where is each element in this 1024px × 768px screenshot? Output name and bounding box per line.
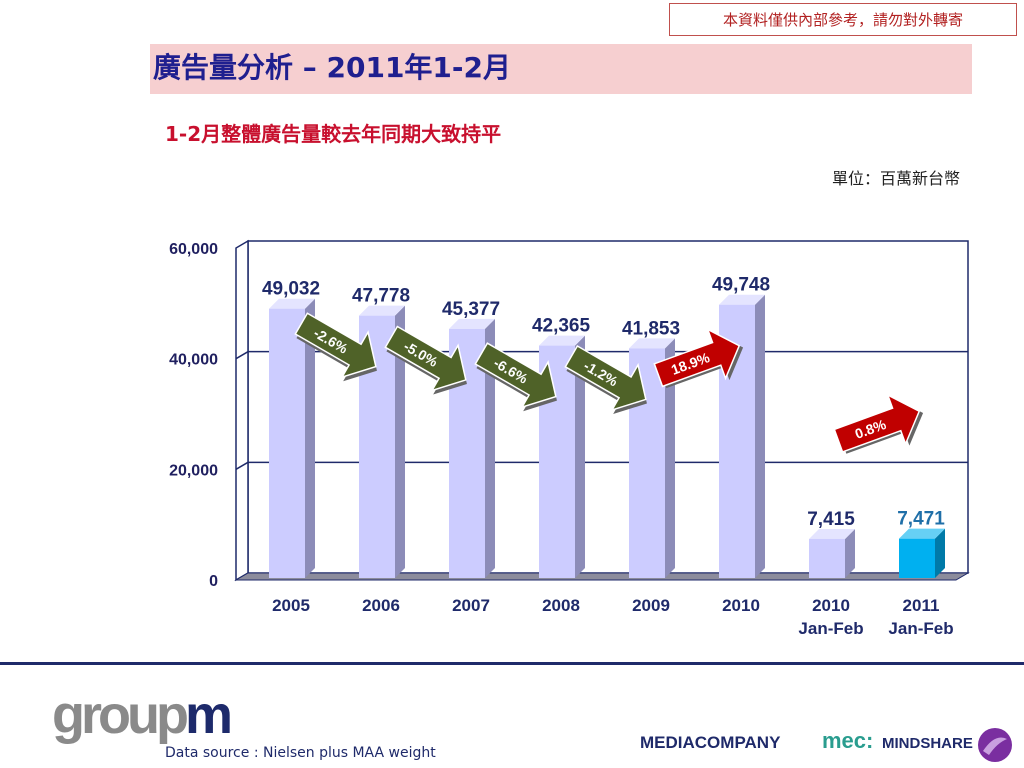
data-label: 41,853 (622, 318, 680, 339)
data-label: 42,365 (532, 316, 591, 337)
arrow-shape (564, 344, 647, 412)
x-tick-label: 2011 (903, 596, 940, 615)
y-tick-label: 0 (209, 573, 218, 590)
groupm-logo: groupm (52, 685, 233, 745)
bar-side (665, 338, 675, 578)
x-tick-label: 2006 (362, 596, 400, 615)
mediacompany-logo: MEDIACOMPANY (640, 733, 781, 752)
bar-chart: 0 20,000 40,000 60,000 49,032 2005 47,778 2006 4… (169, 239, 970, 638)
arrow-shape (294, 312, 377, 379)
data-label: 49,032 (262, 279, 320, 300)
mindshare-logo: MINDSHARE (882, 735, 973, 752)
bar-top (359, 305, 405, 316)
page-subtitle: 1-2月整體廣告量較去年同期大致持平 (165, 122, 502, 146)
bar-top (539, 335, 585, 346)
decrease-arrow-icon: -6.6% (474, 342, 557, 412)
gridline-side (235, 461, 249, 470)
data-label: 7,471 (897, 509, 945, 530)
bar-top (629, 338, 675, 349)
title-banner (150, 44, 972, 94)
bar (809, 538, 845, 578)
plot-side-wall (235, 239, 249, 582)
x-tick-label: 2009 (632, 596, 670, 615)
arrow-shape (384, 325, 467, 392)
groupm-logo-part-b: m (184, 685, 233, 745)
bar-side (755, 294, 765, 578)
internal-use-notice: 本資料僅供內部參考，請勿對外轉寄 (669, 3, 1017, 36)
groupm-logo-part-a: group (52, 685, 189, 745)
x-tick-label: 2010 (812, 596, 850, 615)
bar-top (719, 294, 765, 305)
x-tick-label: Jan-Feb (888, 619, 953, 638)
x-tick-label: Jan-Feb (798, 619, 863, 638)
bar-top (899, 528, 945, 539)
data-label: 47,778 (352, 286, 410, 307)
data-source-note: Data source : Nielsen plus MAA weight (165, 745, 436, 761)
footer-divider (0, 662, 1024, 665)
bar-side (305, 298, 315, 578)
unit-label: 單位：百萬新台幣 (831, 169, 960, 188)
y-tick-label: 60,000 (169, 241, 218, 258)
bar (899, 538, 935, 578)
data-label: 45,377 (442, 299, 500, 320)
bar-side (935, 528, 945, 578)
bar-top (269, 298, 315, 309)
arrow-shape (833, 393, 921, 453)
x-tick-label: 2005 (272, 596, 310, 615)
x-tick-label: 2010 (722, 596, 760, 615)
arrow-shape (653, 327, 741, 388)
bar-side (845, 528, 855, 578)
page-title: 廣告量分析 – 2011年1-2月 (153, 51, 512, 84)
arrow-shape (474, 342, 557, 409)
y-tick-label: 20,000 (169, 462, 218, 479)
bar-side (395, 305, 405, 578)
y-tick-label: 40,000 (169, 352, 218, 369)
bar-side (485, 318, 495, 578)
bar-top (449, 318, 495, 329)
bar (269, 308, 305, 578)
bar-side (575, 335, 585, 578)
data-label: 7,415 (807, 509, 855, 530)
mec-logo: mec: (822, 728, 874, 753)
bar-top (809, 528, 855, 539)
gridline-side (235, 351, 249, 360)
x-tick-label: 2007 (452, 596, 490, 615)
decrease-arrow-icon: -5.0% (384, 325, 467, 395)
increase-arrow-icon: 0.8% (833, 393, 924, 454)
mindshare-swirl-icon (978, 728, 1012, 762)
plot-floor (234, 572, 970, 581)
data-label: 49,748 (712, 275, 770, 296)
x-tick-label: 2008 (542, 596, 580, 615)
